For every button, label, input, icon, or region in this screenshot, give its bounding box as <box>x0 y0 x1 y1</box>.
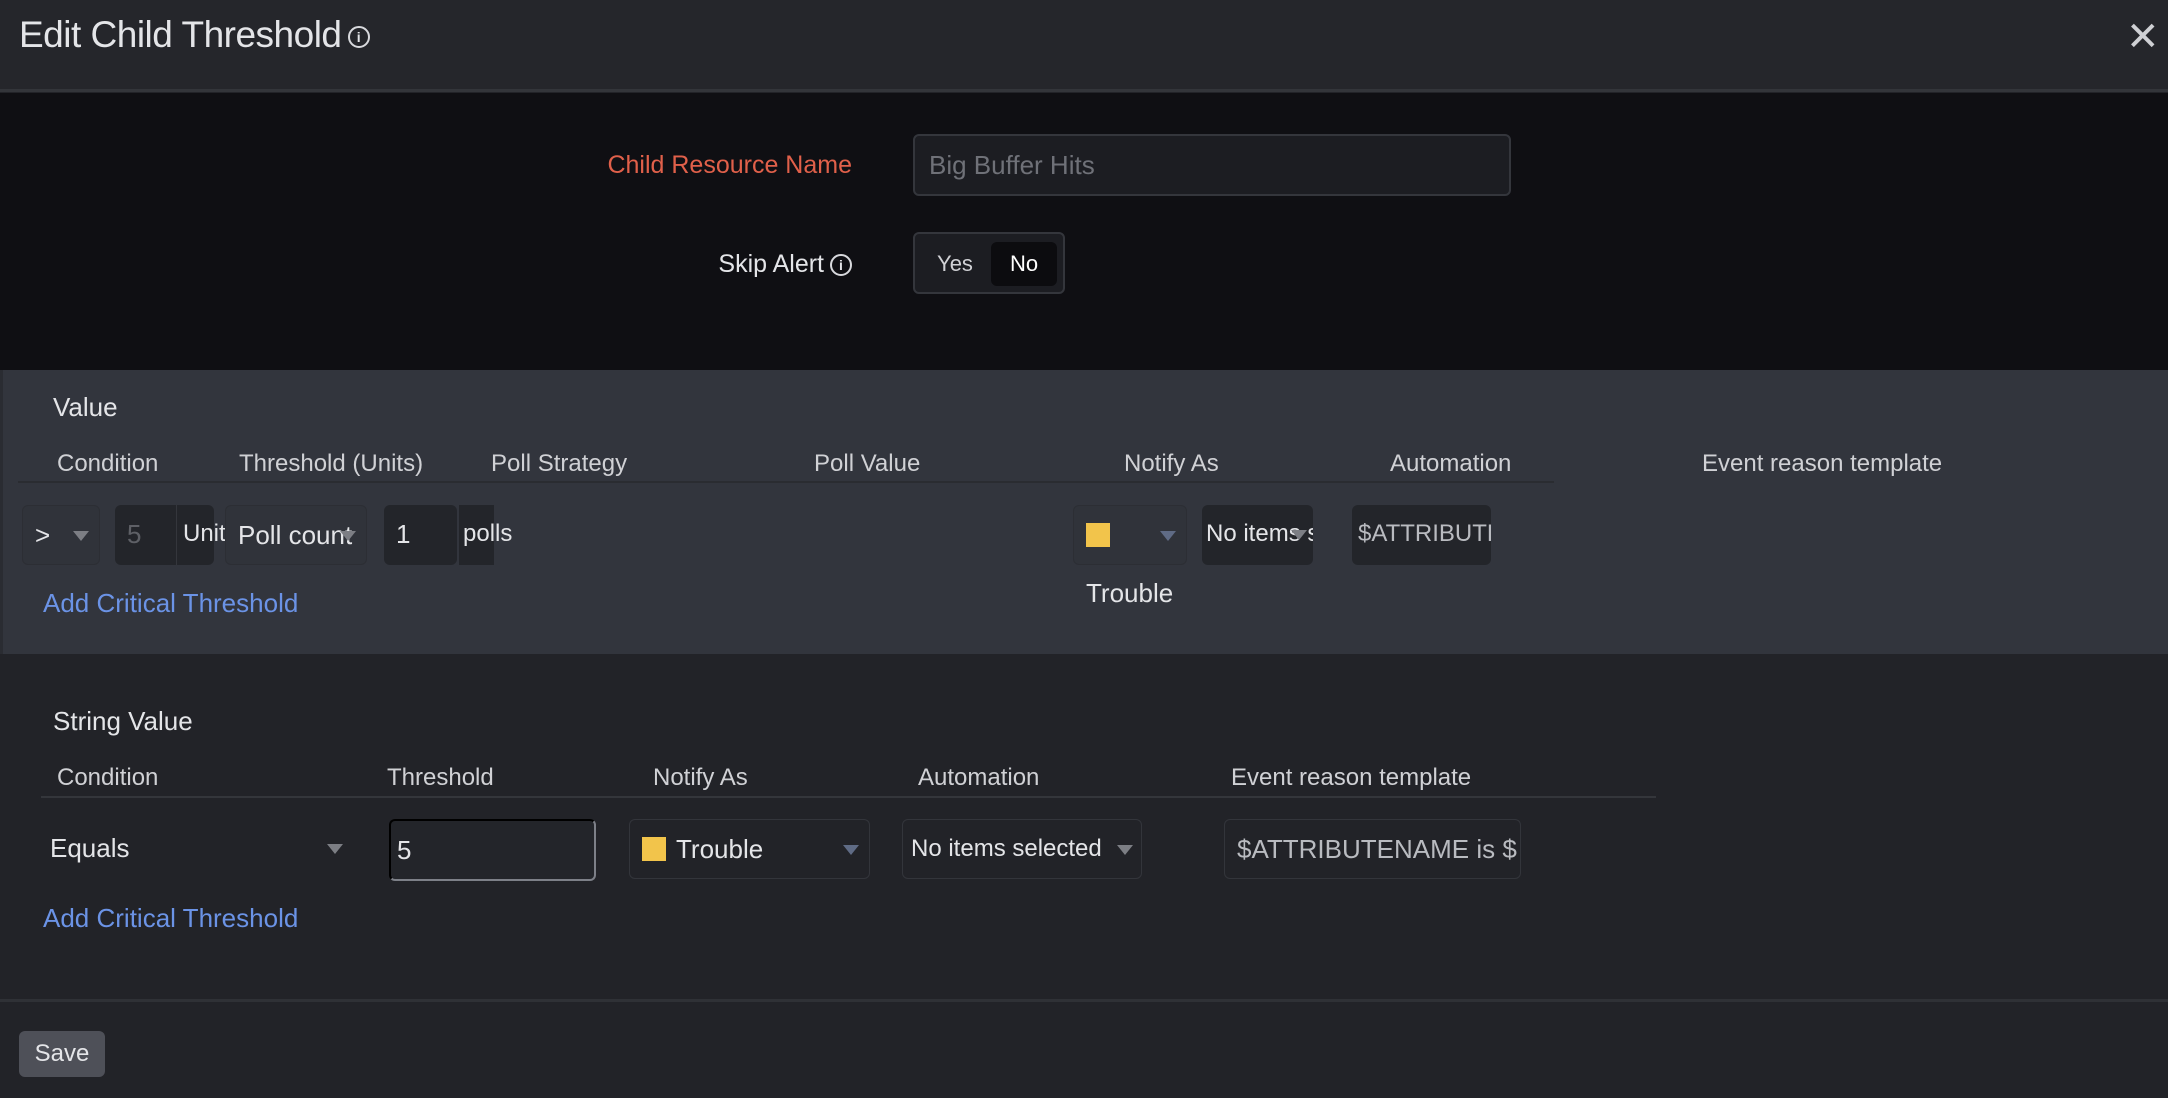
child-resource-name-label: Child Resource Name <box>607 151 852 179</box>
dialog-title: Edit Child Threshold i <box>19 14 370 56</box>
chevron-down-icon <box>1160 531 1176 541</box>
chevron-down-icon <box>327 844 343 854</box>
chevron-down-icon <box>73 531 89 541</box>
trouble-color-swatch <box>642 837 666 861</box>
divider <box>18 481 1554 483</box>
header-event-reason: Event reason template <box>1231 764 1472 791</box>
string-notify-as-select[interactable]: Trouble <box>629 819 870 879</box>
chevron-down-icon <box>1291 530 1307 540</box>
event-reason-input[interactable]: $ATTRIBUTENAME is $ <box>1352 505 1491 565</box>
poll-unit: polls <box>459 505 512 565</box>
poll-value-input[interactable]: 1 <box>384 505 457 565</box>
header-poll-strategy: Poll Strategy <box>491 450 628 477</box>
header-notify-as: Notify As <box>1124 450 1219 477</box>
close-icon[interactable]: ✕ <box>2126 15 2160 59</box>
string-threshold-input[interactable]: 5 <box>389 819 596 881</box>
threshold-input[interactable]: 5 <box>115 505 176 565</box>
threshold-unit: Units <box>176 505 238 565</box>
trouble-color-swatch <box>1086 523 1110 547</box>
skip-alert-label: Skip Alert i <box>718 250 852 279</box>
header-condition: Condition <box>57 764 159 791</box>
header-notify-as: Notify As <box>653 764 748 791</box>
child-resource-name-input[interactable]: Big Buffer Hits <box>913 134 1511 196</box>
skip-alert-no[interactable]: No <box>991 242 1057 286</box>
save-button[interactable]: Save <box>19 1031 105 1077</box>
chevron-down-icon <box>1117 845 1133 855</box>
header-condition: Condition <box>57 450 159 477</box>
header-threshold: Threshold (Units) <box>239 450 424 477</box>
value-section-title: Value <box>53 392 118 422</box>
header-poll-value: Poll Value <box>814 450 921 477</box>
divider <box>41 796 1656 798</box>
add-critical-threshold-link[interactable]: Add Critical Threshold <box>43 903 299 933</box>
add-critical-threshold-link[interactable]: Add Critical Threshold <box>43 588 299 618</box>
string-condition-select[interactable]: Equals <box>38 819 353 879</box>
string-automation-select[interactable]: No items selected <box>902 819 1142 879</box>
condition-select[interactable]: > <box>22 505 100 565</box>
info-icon[interactable]: i <box>347 26 370 49</box>
string-section-title: String Value <box>53 706 193 736</box>
info-icon[interactable]: i <box>830 254 852 277</box>
poll-strategy-select[interactable]: Poll count <box>225 505 367 565</box>
header-threshold: Threshold <box>387 764 494 791</box>
header-event-reason: Event reason template <box>1702 450 1943 477</box>
header-automation: Automation <box>918 764 1040 791</box>
notify-as-select[interactable]: Trouble <box>1073 505 1187 608</box>
automation-select[interactable]: No items selected <box>1202 505 1313 565</box>
footer-divider <box>0 999 2168 1002</box>
skip-alert-toggle[interactable]: Yes No <box>913 232 1065 294</box>
skip-alert-yes[interactable]: Yes <box>937 251 973 276</box>
string-event-reason-input[interactable]: $ATTRIBUTENAME is $ <box>1224 819 1521 879</box>
header-automation: Automation <box>1390 450 1512 477</box>
chevron-down-icon <box>843 845 859 855</box>
chevron-down-icon <box>340 531 356 541</box>
